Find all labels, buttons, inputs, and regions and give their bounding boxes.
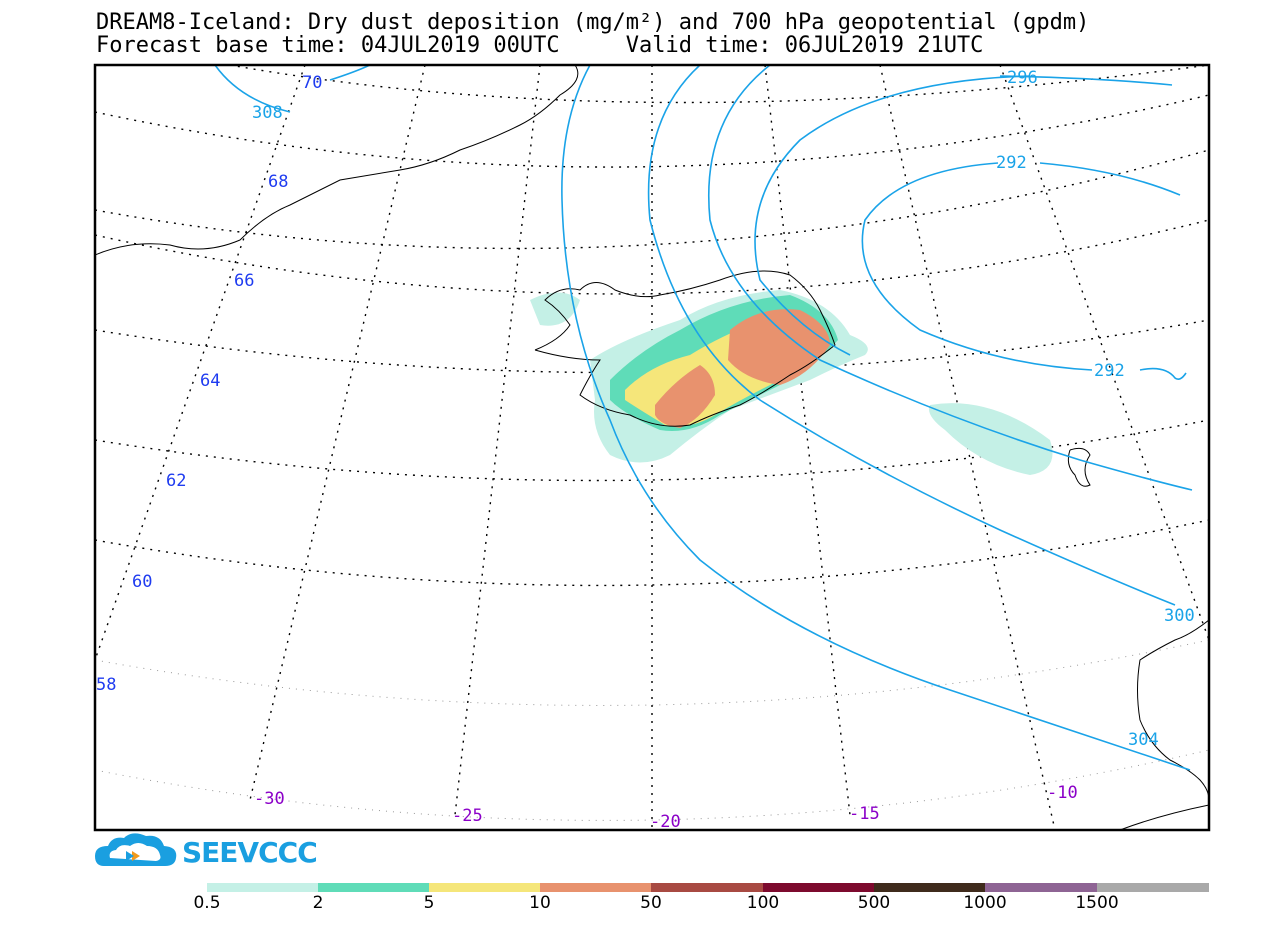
seevccc-logo-text: SEEVCCC [182,836,318,869]
title-line-2: Forecast base time: 04JUL2019 00UTC Vali… [96,33,984,58]
dust-deposition-areas [530,290,1053,475]
contour-label: 308 [252,103,283,123]
latitude-label: 64 [200,371,220,391]
colorbar-swatch [207,883,318,892]
latitude-label: 58 [96,675,116,695]
colorbar-label: 5 [423,893,435,913]
contour-label: 304 [1128,730,1159,750]
colorbar-swatch [874,883,985,892]
geopotential-contours [214,65,1193,771]
latitude-label: 70 [302,73,322,93]
contour-label: 296 [1007,68,1038,88]
longitude-label: -25 [452,806,483,826]
latitude-label: 60 [132,572,152,592]
colorbar-label: 1500 [1075,893,1119,913]
colorbar-swatch [1097,883,1209,892]
colorbar-swatch [429,883,540,892]
contour-label: 292 [1094,361,1125,381]
colorbar-swatch [318,883,429,892]
colorbar-swatch [763,883,874,892]
longitude-label: -30 [254,789,285,809]
latitude-label: 68 [268,172,288,192]
longitude-label: -10 [1047,783,1078,803]
latitude-label: 62 [166,471,186,491]
seevccc-cloud-icon [95,833,177,866]
colorbar-swatch [540,883,651,892]
latitude-label: 66 [234,271,254,291]
colorbar-label: 1000 [963,893,1007,913]
contour-label: 300 [1164,606,1195,626]
colorbar-swatch [985,883,1097,892]
colorbar-label: 500 [857,893,891,913]
colorbar-label: 50 [640,893,662,913]
longitude-label-group: -30 -25 -20 -15 -10 [254,783,1078,832]
colorbar-label: 100 [746,893,780,913]
contour-label: 292 [996,153,1027,173]
latitude-gridlines [95,65,1209,587]
map-content [95,65,1209,830]
latitude-label-group: 70 68 66 64 62 60 58 [96,73,322,695]
map-frame [93,63,1211,832]
colorbar-swatch [651,883,763,892]
title-line-1: DREAM8-Iceland: Dry dust deposition (mg/… [96,10,1090,35]
longitude-label: -15 [849,804,880,824]
colorbar-label: 0.5 [193,893,221,913]
contour-label-group: 296 292 292 308 300 304 [252,68,1195,750]
longitude-label: -20 [650,812,681,832]
colorbar-label: 10 [529,893,551,913]
colorbar-label: 2 [312,893,324,913]
